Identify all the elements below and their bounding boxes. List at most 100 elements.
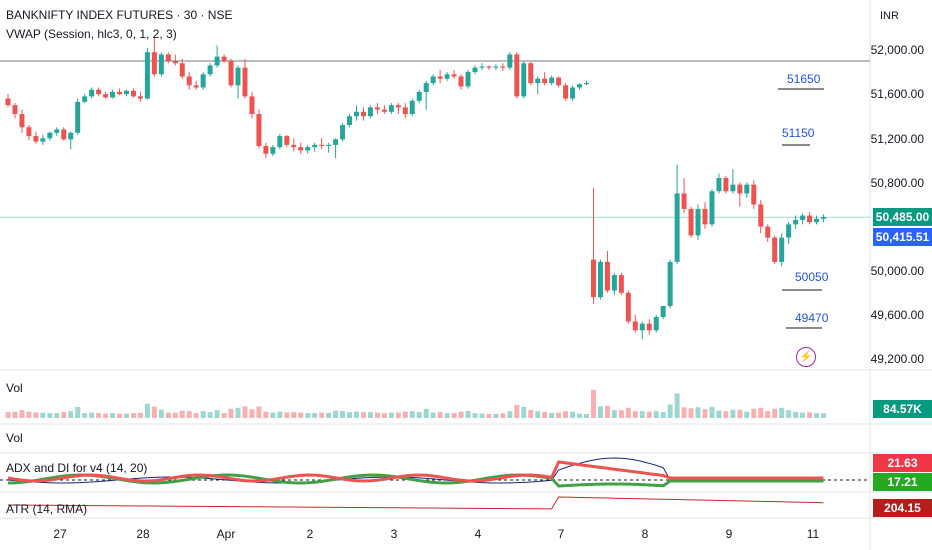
- volume-bar: [737, 409, 743, 418]
- candle: [200, 74, 206, 88]
- volume-bar: [590, 389, 596, 418]
- candle: [618, 275, 624, 293]
- candle: [207, 65, 213, 75]
- volume-bar: [402, 411, 408, 418]
- volume-bar: [354, 411, 359, 418]
- volume-bar: [19, 409, 25, 418]
- volume-bar: [165, 412, 171, 418]
- volume-bar: [709, 406, 715, 418]
- candle: [451, 74, 457, 77]
- candle: [12, 105, 18, 115]
- volume-bar: [674, 393, 680, 418]
- candle: [110, 91, 116, 98]
- volume-bar: [409, 411, 415, 418]
- volume-bar: [493, 413, 499, 418]
- volume-bar: [200, 411, 206, 418]
- volume-bar: [263, 411, 269, 418]
- candle: [137, 96, 143, 99]
- vwap-badge: 50,415.51: [873, 228, 932, 246]
- level-label: 49470: [795, 311, 829, 325]
- candle: [590, 259, 596, 298]
- candle: [479, 66, 485, 68]
- volume-bar: [305, 413, 311, 418]
- candle: [465, 72, 471, 87]
- candle: [472, 67, 478, 73]
- candle: [702, 208, 708, 225]
- adx-pane-label: ADX and DI for v4 (14, 20): [6, 461, 148, 475]
- volume-bar: [625, 407, 631, 418]
- volume-bar: [744, 411, 750, 418]
- volume-bar: [472, 413, 478, 418]
- candle: [542, 78, 548, 84]
- volume-bar: [103, 413, 109, 418]
- volume-bar: [89, 412, 95, 418]
- candle: [221, 56, 227, 62]
- volume-bar: [416, 412, 422, 418]
- volume-bar: [632, 411, 638, 418]
- candle: [89, 89, 95, 97]
- candle: [354, 111, 359, 117]
- time-tick: 3: [390, 527, 398, 541]
- volume-bar: [702, 409, 708, 418]
- volume-bar: [563, 411, 569, 418]
- candle: [486, 66, 492, 68]
- candle: [507, 54, 513, 68]
- volume-bar: [528, 409, 534, 418]
- di-minus-line: [7, 473, 824, 488]
- candle: [312, 144, 318, 148]
- candle: [165, 54, 171, 62]
- candle: [584, 83, 590, 85]
- price-tick: 49,600.00: [870, 308, 924, 322]
- volume-bar: [151, 406, 157, 418]
- candle: [751, 184, 757, 205]
- volume-bar: [751, 408, 757, 418]
- candle: [653, 317, 659, 331]
- candle: [570, 87, 576, 99]
- volume-bar: [367, 412, 373, 418]
- volume-bar: [639, 411, 645, 418]
- volume-bar: [319, 412, 325, 418]
- candle: [117, 91, 123, 95]
- candle: [563, 85, 569, 99]
- volume-bar: [723, 411, 729, 418]
- volume-bar: [284, 412, 290, 418]
- volume-bar: [814, 413, 820, 418]
- volume-bar: [772, 408, 778, 418]
- candle: [367, 107, 373, 117]
- volume-bar: [458, 411, 464, 418]
- candle: [242, 67, 248, 97]
- candle: [625, 292, 631, 322]
- volume-bar: [611, 410, 617, 418]
- candle: [807, 215, 813, 223]
- volume-bar: [277, 411, 283, 418]
- di-plus-line: [7, 460, 824, 483]
- volume-bar: [465, 410, 471, 418]
- price-tick: 52,000.00: [870, 43, 924, 57]
- price-tick: 50,000.00: [870, 264, 924, 278]
- atr-badge: 204.15: [873, 499, 932, 517]
- candle: [779, 237, 785, 262]
- vwap-indicator-label[interactable]: VWAP (Session, hlc3, 0, 1, 2, 3): [6, 27, 177, 41]
- candle: [96, 89, 102, 95]
- lightning-icon[interactable]: ⚡: [796, 347, 816, 367]
- volume-bar: [144, 403, 150, 418]
- volume-bar: [479, 413, 485, 418]
- candle: [493, 66, 499, 68]
- candle: [814, 218, 820, 223]
- price-tick: 51,600.00: [870, 87, 924, 101]
- volume-bar: [33, 412, 39, 418]
- volume-bar: [820, 413, 826, 418]
- volume-bar: [486, 414, 492, 418]
- volume-bar: [381, 413, 387, 418]
- candle: [416, 91, 422, 101]
- candle: [430, 76, 436, 84]
- currency-label[interactable]: INR: [880, 10, 899, 22]
- volume-bar: [179, 410, 185, 418]
- volume-bar: [54, 413, 60, 418]
- time-tick: 28: [136, 527, 150, 541]
- volume-bar: [604, 405, 610, 418]
- candle: [33, 136, 39, 142]
- candle: [758, 204, 764, 227]
- candle: [737, 184, 743, 194]
